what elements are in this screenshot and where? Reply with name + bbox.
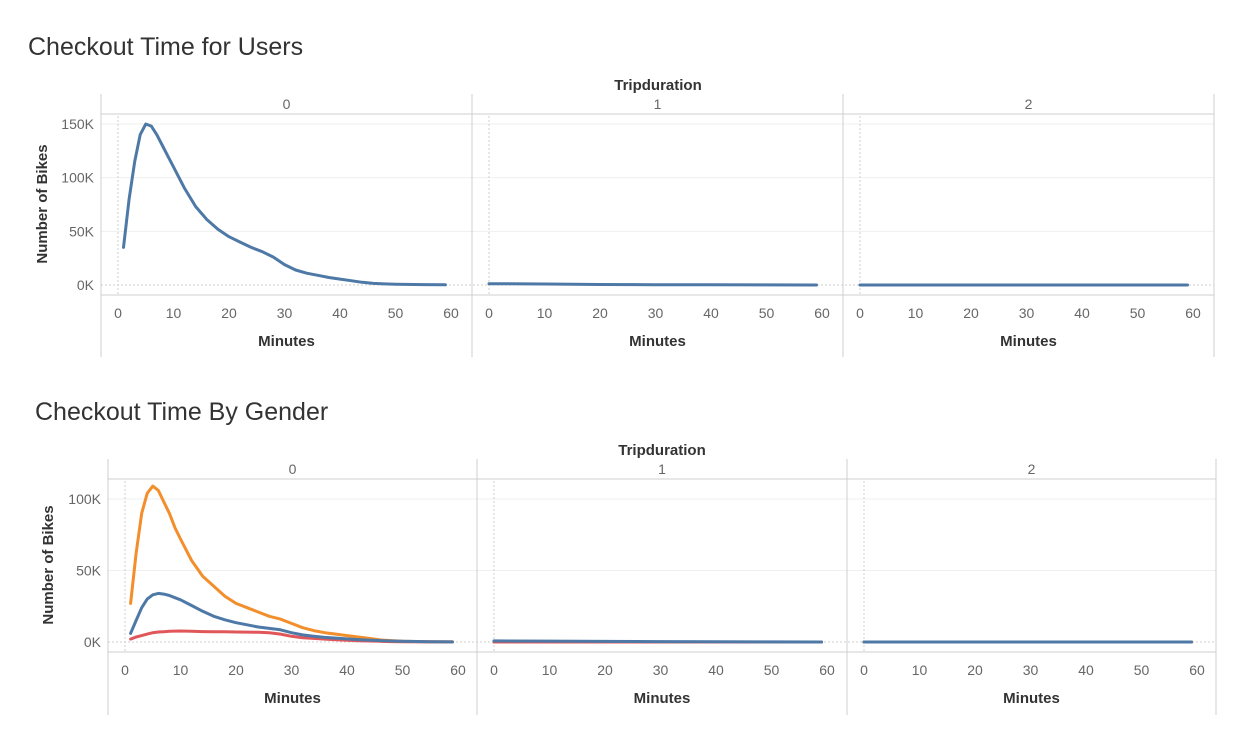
y-tick-label: 0K [77, 277, 95, 293]
panel-label-0: 0 [289, 461, 297, 477]
x-tick-label: 40 [703, 305, 719, 321]
x-tick-label: 60 [814, 305, 830, 321]
y-tick-label: 0K [84, 634, 102, 650]
x-axis-title: Minutes [1000, 333, 1057, 350]
x-tick-label: 0 [114, 305, 122, 321]
y-axis-title: Number of Bikes [34, 144, 51, 263]
x-tick-label: 20 [592, 305, 608, 321]
x-tick-label: 50 [388, 305, 404, 321]
x-tick-label: 40 [339, 662, 355, 678]
y-tick-label: 50K [69, 223, 95, 239]
x-tick-label: 60 [450, 662, 466, 678]
y-tick-label: 100K [68, 491, 101, 507]
x-axis-title: Minutes [1003, 690, 1060, 707]
x-tick-label: 10 [173, 662, 189, 678]
x-tick-label: 30 [277, 305, 293, 321]
panel-label-1: 1 [654, 96, 662, 112]
y-tick-label: 150K [61, 116, 94, 132]
x-tick-label: 60 [443, 305, 459, 321]
chart-title: Checkout Time By Gender [35, 398, 328, 426]
x-tick-label: 0 [485, 305, 493, 321]
x-tick-label: 50 [395, 662, 411, 678]
chart-title: Checkout Time for Users [28, 33, 303, 61]
x-tick-label: 10 [908, 305, 924, 321]
x-tick-label: 30 [653, 662, 669, 678]
facet-header: Tripduration [614, 77, 702, 94]
x-tick-label: 30 [648, 305, 664, 321]
x-tick-label: 50 [759, 305, 775, 321]
x-tick-label: 50 [1130, 305, 1146, 321]
y-tick-label: 100K [61, 170, 94, 186]
checkout-time-users-chart: Checkout Time for Users Tripduration Num… [28, 33, 1215, 357]
x-axis-title: Minutes [258, 333, 315, 350]
x-tick-label: 10 [542, 662, 558, 678]
x-tick-label: 10 [537, 305, 553, 321]
x-axis-title: Minutes [264, 690, 321, 707]
x-tick-label: 20 [221, 305, 237, 321]
x-tick-label: 60 [1189, 662, 1205, 678]
x-tick-label: 0 [856, 305, 864, 321]
series-line-0-panel-1 [487, 282, 818, 287]
x-tick-label: 40 [1074, 305, 1090, 321]
x-tick-label: 10 [912, 662, 928, 678]
series-line-0-panel-0 [129, 484, 454, 644]
x-tick-label: 50 [1134, 662, 1150, 678]
x-tick-label: 20 [967, 662, 983, 678]
x-axis-title: Minutes [629, 333, 686, 350]
x-tick-label: 30 [1023, 662, 1039, 678]
x-tick-label: 40 [1078, 662, 1094, 678]
panel-label-1: 1 [658, 461, 666, 477]
x-tick-label: 50 [764, 662, 780, 678]
x-tick-label: 40 [708, 662, 724, 678]
checkout-time-gender-chart: Checkout Time By Gender Tripduration Num… [35, 398, 1217, 715]
x-tick-label: 0 [121, 662, 129, 678]
x-tick-label: 0 [860, 662, 868, 678]
x-tick-label: 40 [332, 305, 348, 321]
series-line-2-panel-1 [492, 639, 823, 644]
panel-label-2: 2 [1025, 96, 1033, 112]
x-tick-label: 60 [1185, 305, 1201, 321]
x-tick-label: 20 [597, 662, 613, 678]
x-tick-label: 30 [284, 662, 300, 678]
x-tick-label: 20 [963, 305, 979, 321]
x-axis-title: Minutes [634, 690, 691, 707]
x-tick-label: 0 [490, 662, 498, 678]
series-line-0-panel-0 [122, 122, 447, 287]
x-tick-label: 30 [1019, 305, 1035, 321]
y-axis-title: Number of Bikes [40, 505, 57, 624]
series-line-2-panel-0 [129, 591, 454, 644]
y-tick-label: 50K [76, 563, 102, 579]
panel-label-0: 0 [283, 96, 291, 112]
x-tick-label: 20 [228, 662, 244, 678]
panel-label-2: 2 [1028, 461, 1036, 477]
facet-header: Tripduration [618, 442, 706, 459]
x-tick-label: 10 [166, 305, 182, 321]
x-tick-label: 60 [819, 662, 835, 678]
